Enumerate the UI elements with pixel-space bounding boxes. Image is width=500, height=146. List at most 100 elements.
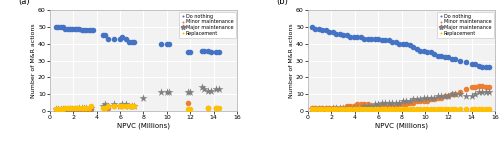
Point [104, 105, 112, 107]
Point [82, 29, 90, 32]
Point [80, 106, 88, 109]
Point [430, 53, 438, 55]
Point [104, 38, 112, 40]
Point [308, 108, 316, 110]
Point [392, 108, 400, 110]
Point [318, 108, 326, 110]
Point [423, 96, 431, 99]
Point [437, 95, 445, 97]
Point [80, 29, 88, 32]
Point [430, 108, 438, 110]
Point [130, 105, 138, 107]
Point [350, 108, 358, 110]
Point [212, 106, 220, 109]
Point [402, 103, 410, 105]
Point [116, 38, 124, 40]
Point [364, 103, 372, 105]
Point [110, 105, 118, 107]
Point [332, 108, 340, 110]
Point [311, 108, 319, 110]
Point [311, 27, 319, 30]
Point [75, 27, 83, 30]
Point [128, 105, 136, 107]
Point [384, 105, 392, 107]
Y-axis label: Number of M&R actions: Number of M&R actions [289, 23, 294, 98]
Point [82, 108, 90, 110]
Point [482, 86, 490, 89]
Point [374, 38, 382, 40]
Point [416, 49, 424, 52]
Point [52, 108, 60, 110]
Point [118, 103, 126, 105]
Point [66, 106, 74, 109]
Point [423, 51, 431, 53]
Point [398, 108, 406, 110]
Text: (b): (b) [276, 0, 288, 6]
Point [346, 106, 354, 109]
Point [104, 105, 112, 107]
Point [61, 27, 69, 30]
Point [444, 95, 452, 97]
Point [75, 106, 83, 109]
Point [420, 100, 428, 102]
Point [462, 95, 470, 97]
Point [398, 103, 406, 105]
Point [406, 101, 413, 104]
Point [336, 33, 344, 35]
Point [395, 101, 403, 104]
Point [208, 90, 216, 92]
Point [364, 38, 372, 40]
Point [54, 108, 62, 110]
Point [388, 41, 396, 43]
Point [402, 43, 410, 45]
Point [360, 105, 368, 107]
Point [360, 38, 368, 40]
Point [444, 108, 452, 110]
Point [308, 106, 316, 109]
Point [392, 101, 400, 104]
Point [122, 105, 130, 107]
Point [482, 91, 490, 94]
Point [56, 26, 64, 28]
Point [318, 108, 326, 110]
Point [98, 105, 106, 107]
Point [165, 91, 173, 94]
Point [448, 108, 456, 110]
Point [398, 43, 406, 45]
Point [311, 108, 319, 110]
Point [384, 101, 392, 104]
Point [381, 101, 389, 104]
Point [430, 98, 438, 100]
Point [116, 105, 124, 107]
Point [416, 100, 424, 102]
Point [122, 103, 130, 105]
Point [402, 108, 410, 110]
Point [68, 106, 76, 109]
Point [412, 48, 420, 50]
Point [367, 108, 375, 110]
Point [328, 31, 336, 33]
Point [474, 85, 482, 87]
Point [163, 43, 171, 45]
Point [420, 108, 428, 110]
Point [78, 106, 86, 109]
Point [163, 91, 171, 94]
Point [412, 108, 420, 110]
Point [78, 108, 86, 110]
Point [212, 106, 220, 109]
Point [56, 108, 64, 110]
Point [322, 108, 330, 110]
Point [328, 106, 336, 109]
Point [448, 93, 456, 95]
Point [157, 91, 165, 94]
Point [456, 108, 464, 110]
Point [59, 108, 67, 110]
Point [130, 105, 138, 107]
Point [346, 105, 354, 107]
Point [101, 106, 109, 109]
Point [448, 93, 456, 95]
Point [471, 108, 479, 110]
Point [89, 29, 97, 32]
Point [409, 46, 417, 48]
Legend: Do nothing, Minor maintenance, Major maintenance, Replacement: Do nothing, Minor maintenance, Major mai… [436, 12, 494, 38]
